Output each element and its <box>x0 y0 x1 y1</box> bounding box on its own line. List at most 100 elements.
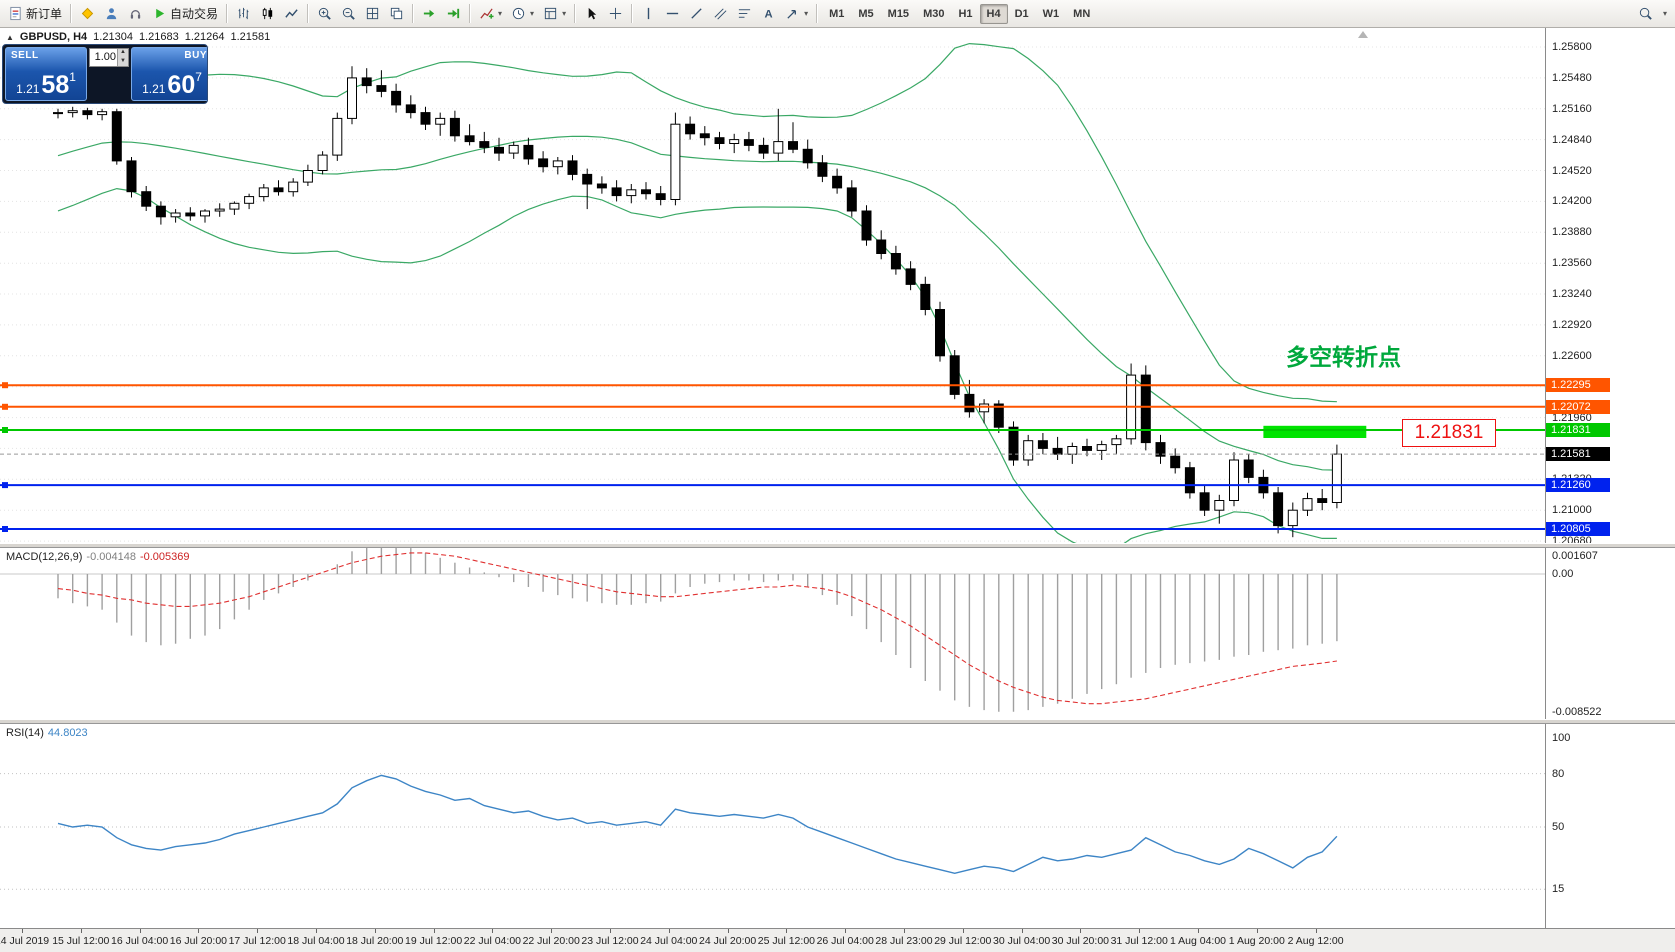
time-axis-tick <box>22 929 23 933</box>
current-price-tag: 1.21581 <box>1546 447 1610 462</box>
timeframe-button-h1[interactable]: H1 <box>951 4 979 24</box>
toolbar: 新订单 自动交易 ▾ ▾ ▾ A ▾ M1 M5 M15 M30 H1 H4 D1 W1 MN … <box>0 0 1675 28</box>
time-axis-tick <box>962 929 964 933</box>
time-axis-label: 18 Jul 20:00 <box>346 935 404 947</box>
sell-button[interactable]: SELL 1.21581 <box>5 47 87 101</box>
indicators-button[interactable]: ▾ <box>475 2 506 25</box>
auto-trading-button[interactable]: 自动交易 <box>148 2 222 25</box>
bar-chart-button[interactable] <box>232 2 255 25</box>
macd-label: MACD(12,26,9) -0.004148 -0.005369 <box>6 551 190 563</box>
highlight-rectangle[interactable] <box>1263 425 1367 438</box>
time-axis-label: 29 Jul 12:00 <box>934 935 992 947</box>
channel-tool-button[interactable] <box>709 2 732 25</box>
time-axis-tick <box>492 929 494 933</box>
chart-symbol-period: GBPUSD, H4 <box>19 31 88 43</box>
one-click-trading-panel: SELL 1.21581 1.00 ▲ ▼ BUY 1.21607 <box>2 44 208 104</box>
price-axis-label: 1.24520 <box>1552 164 1592 177</box>
trendline-tool-button[interactable] <box>685 2 708 25</box>
new-order-button[interactable]: 新订单 <box>4 2 66 25</box>
time-axis-tick <box>551 929 553 933</box>
macd-signal-line <box>57 552 1337 705</box>
turning-point-annotation[interactable]: 多空转折点 <box>1286 344 1401 370</box>
buy-button[interactable]: BUY 1.21607 <box>131 47 207 101</box>
level-handle <box>2 526 8 532</box>
cascade-windows-icon <box>389 6 404 21</box>
bar-chart-icon <box>236 6 251 21</box>
rsi-panel[interactable] <box>0 724 1545 928</box>
panel-splitter[interactable] <box>0 719 1675 724</box>
toolbar-separator <box>816 4 819 23</box>
main-chart[interactable] <box>0 28 1545 543</box>
auto-trading-label: 自动交易 <box>170 7 219 21</box>
time-axis-tick <box>1256 929 1258 933</box>
timeframe-button-d1[interactable]: D1 <box>1008 4 1036 24</box>
macd-panel[interactable] <box>0 548 1545 719</box>
timeframe-button-h4[interactable]: H4 <box>979 3 1008 24</box>
profile-button[interactable] <box>100 2 123 25</box>
arrow-icon <box>785 6 800 21</box>
tile-windows-button[interactable] <box>361 2 384 25</box>
toolbar-more-button[interactable]: ▾ <box>1658 2 1671 25</box>
horizontal-level-lines[interactable] <box>0 382 1545 532</box>
volume-up-button[interactable]: ▲ <box>117 49 128 58</box>
market-diamond-icon <box>80 6 95 21</box>
macd-histogram <box>57 548 1338 712</box>
time-axis[interactable]: 14 Jul 2019 15 Jul 12:00 16 Jul 04:00 16 Ju… <box>0 928 1675 952</box>
timeframe-button-mn[interactable]: MN <box>1066 4 1097 24</box>
rsi-label: RSI(14) 44.8023 <box>6 727 88 739</box>
time-axis-label: 1 Aug 20:00 <box>1228 935 1285 947</box>
crosshair-button[interactable] <box>604 2 627 25</box>
cursor-button[interactable] <box>580 2 603 25</box>
timeframe-button-m1[interactable]: M1 <box>822 4 851 24</box>
time-axis-label: 24 Jul 04:00 <box>640 935 698 947</box>
zoom-out-icon <box>341 6 356 21</box>
arrows-tool-button[interactable]: ▾ <box>781 2 812 25</box>
price-axis[interactable]: 1.25800 1.25480 1.25160 1.24840 1.24520 1.242… <box>1545 28 1675 928</box>
vertical-line-tool-button[interactable] <box>637 2 660 25</box>
cascade-windows-button[interactable] <box>385 2 408 25</box>
time-axis-label: 30 Jul 04:00 <box>992 935 1051 947</box>
timeframe-button-m5[interactable]: M5 <box>851 4 880 24</box>
time-axis-label: 17 Jul 12:00 <box>228 935 286 947</box>
rsi-axis-label: 100 <box>1552 732 1571 744</box>
toolbar-separator <box>631 4 634 23</box>
rsi-levels <box>0 773 1545 890</box>
macd-signal-value: -0.005369 <box>139 551 190 563</box>
time-axis-label: 28 Jul 23:00 <box>875 935 933 947</box>
time-axis-tick <box>316 929 317 933</box>
line-chart-button[interactable] <box>280 2 303 25</box>
timeframe-button-m30[interactable]: M30 <box>916 4 951 24</box>
chart-info: ▲ GBPUSD, H4 1.21304 1.21683 1.21264 1.2… <box>6 31 270 43</box>
volume-input[interactable]: 1.00 <box>94 51 116 63</box>
time-axis-label: 16 Jul 04:00 <box>110 935 169 947</box>
volume-down-button[interactable]: ▼ <box>117 57 128 66</box>
text-tool-button[interactable]: A <box>757 2 780 25</box>
horizontal-line-tool-button[interactable] <box>661 2 684 25</box>
panel-splitter[interactable] <box>0 543 1675 548</box>
zoom-in-button[interactable] <box>313 2 336 25</box>
text-icon: A <box>761 6 776 21</box>
one-click-collapse-arrow[interactable]: ▲ <box>6 32 14 42</box>
fibonacci-tool-button[interactable] <box>733 2 756 25</box>
time-axis-label: 30 Jul 20:00 <box>1051 935 1109 947</box>
chart-shift-button[interactable] <box>442 2 465 25</box>
candlestick-chart-button[interactable] <box>256 2 279 25</box>
search-button[interactable] <box>1634 2 1657 25</box>
support-button[interactable] <box>124 2 147 25</box>
fibonacci-icon <box>737 6 752 21</box>
periods-button[interactable]: ▾ <box>507 2 538 25</box>
zoom-in-icon <box>317 6 332 21</box>
templates-button[interactable]: ▾ <box>539 2 570 25</box>
chevron-down-icon: ▾ <box>498 9 503 18</box>
candles <box>53 66 1342 538</box>
zoom-out-button[interactable] <box>337 2 360 25</box>
price-callout-label[interactable]: 1.21831 <box>1402 419 1496 447</box>
rsi-axis-label: 15 <box>1552 883 1565 896</box>
chevron-down-icon: ▾ <box>804 9 809 18</box>
svg-text:A: A <box>765 9 773 21</box>
auto-scroll-button[interactable] <box>418 2 441 25</box>
profile-icon <box>104 6 119 21</box>
timeframe-button-m15[interactable]: M15 <box>881 4 916 24</box>
market-button[interactable] <box>76 2 99 25</box>
timeframe-button-w1[interactable]: W1 <box>1036 4 1067 24</box>
